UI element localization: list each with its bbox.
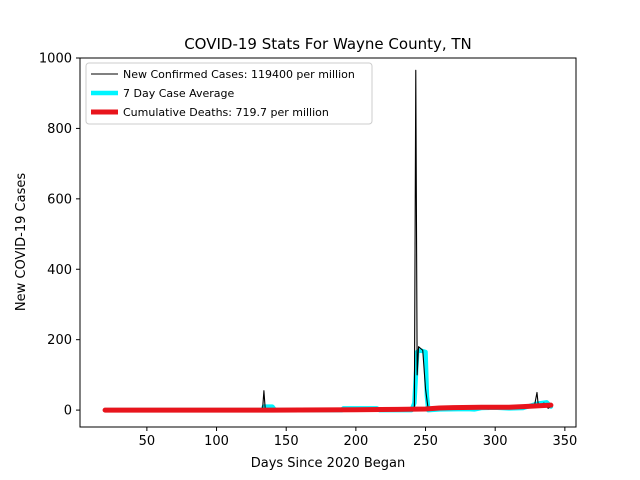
- x-tick-label: 150: [274, 434, 299, 449]
- legend-label-2: Cumulative Deaths: 719.7 per million: [123, 106, 329, 119]
- y-tick-label: 200: [47, 333, 72, 348]
- y-axis: 0 200 400 600 800 1000: [39, 52, 80, 419]
- plot-frame: [79, 57, 577, 428]
- x-tick-label: 300: [483, 434, 508, 449]
- x-tick-label: 200: [343, 434, 368, 449]
- legend-box: [85, 62, 373, 125]
- legend-label-0: New Confirmed Cases: 119400 per million: [123, 68, 355, 81]
- y-axis-label: New COVID-19 Cases: [14, 173, 29, 311]
- series-line-2: [102, 402, 554, 413]
- x-axis-label: Days Since 2020 Began: [251, 456, 406, 471]
- y-tick-label: 600: [47, 192, 72, 207]
- legend-label-1: 7 Day Case Average: [123, 87, 235, 100]
- legend: New Confirmed Cases: 119400 per million 7…: [85, 62, 373, 125]
- x-axis: 50 100 150 200 250 300 350: [139, 427, 577, 449]
- y-tick-label: 800: [47, 122, 72, 137]
- y-tick-label: 0: [64, 404, 72, 419]
- x-tick-label: 100: [204, 434, 229, 449]
- x-tick-label: 350: [552, 434, 577, 449]
- y-tick-label: 400: [47, 263, 72, 278]
- series-layer: [102, 69, 554, 413]
- x-tick-label: 50: [139, 434, 156, 449]
- chart-title: COVID-19 Stats For Wayne County, TN: [184, 35, 472, 53]
- x-tick-label: 250: [413, 434, 438, 449]
- y-tick-label: 1000: [39, 52, 72, 67]
